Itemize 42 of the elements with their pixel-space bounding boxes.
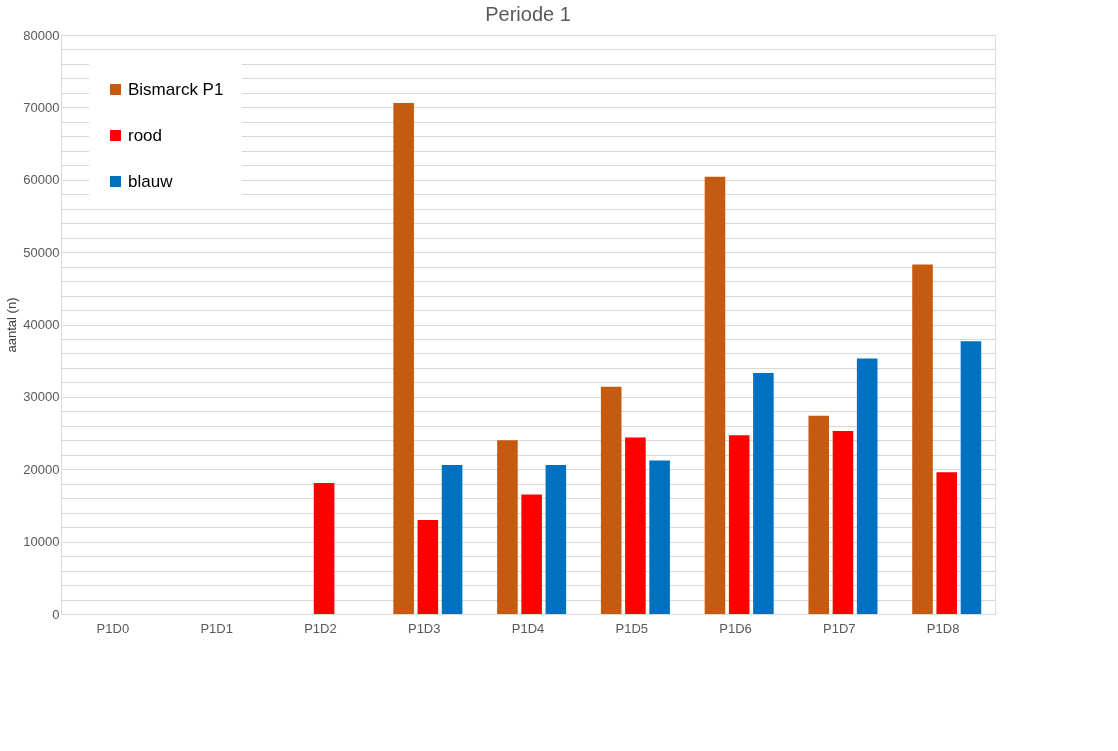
y-tick-label: 20000	[23, 461, 60, 477]
x-tick-label: P1D7	[823, 620, 856, 636]
bar	[960, 341, 982, 614]
x-tick-label: P1D5	[615, 620, 649, 636]
x-tick-label: P1D1	[200, 620, 233, 636]
bar	[936, 472, 958, 614]
bar	[649, 460, 670, 614]
bar	[704, 176, 726, 614]
bar	[441, 464, 463, 614]
y-tick-label: 80000	[23, 27, 60, 43]
bar	[808, 415, 830, 614]
legend-label: blauw	[128, 171, 174, 191]
y-tick-label: 30000	[23, 389, 60, 405]
x-tick-label: P1D2	[304, 620, 337, 636]
bar	[600, 386, 622, 614]
y-tick-label: 40000	[23, 317, 60, 332]
bar	[521, 494, 542, 614]
bar	[313, 483, 335, 614]
bar	[753, 372, 774, 614]
bar	[545, 464, 567, 614]
x-tick-label: P1D8	[926, 620, 960, 636]
x-tick-label: P1D4	[511, 620, 545, 636]
bar	[912, 264, 933, 614]
y-tick-label: 10000	[23, 534, 60, 550]
x-tick-label: P1D3	[407, 620, 441, 636]
y-tick-label: 70000	[23, 99, 60, 115]
y-tick-label: 60000	[23, 172, 60, 188]
bar	[856, 358, 878, 614]
bar	[497, 440, 518, 614]
legend-label: Bismarck P1	[128, 79, 224, 99]
bar	[832, 430, 854, 614]
y-axis-title: aantal (n)	[4, 297, 20, 353]
y-tick-label: 50000	[23, 244, 60, 260]
x-tick-label: P1D0	[96, 620, 130, 636]
x-tick-label: P1D6	[719, 620, 752, 636]
bar	[625, 437, 646, 614]
chart-title: Periode 1	[485, 3, 571, 25]
bar	[393, 103, 414, 614]
y-tick-label: 0	[52, 606, 60, 622]
bar	[417, 519, 439, 614]
bar	[728, 435, 750, 614]
legend-label: rood	[128, 125, 163, 145]
